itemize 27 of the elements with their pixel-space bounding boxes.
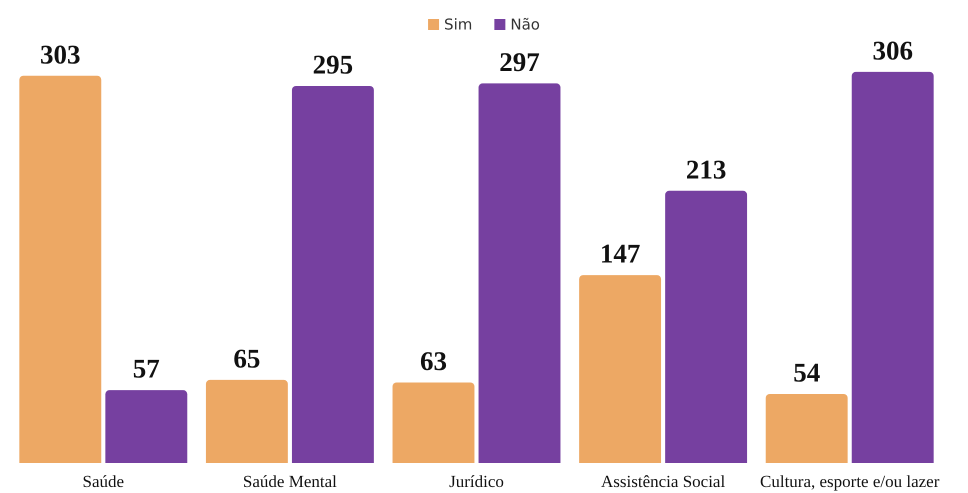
bar	[766, 394, 848, 463]
bar	[478, 83, 560, 463]
bar	[392, 382, 474, 463]
legend-label: Não	[510, 16, 540, 34]
data-label: 306	[872, 35, 913, 66]
bar	[852, 72, 934, 463]
data-label: 54	[793, 357, 820, 388]
bar	[665, 190, 748, 463]
data-label: 57	[132, 354, 160, 384]
bar	[206, 380, 288, 463]
legend-label: Sim	[444, 16, 472, 34]
x-tick-label: Cultura, esporte e/ou lazer	[760, 472, 940, 491]
data-label: 213	[686, 154, 726, 184]
bar	[292, 86, 374, 463]
data-label: 303	[40, 39, 81, 70]
data-label: 297	[499, 46, 540, 77]
bar	[105, 390, 188, 463]
data-label: 147	[600, 238, 640, 269]
data-label: 63	[420, 346, 447, 376]
x-tick-label: Assistência Social	[601, 472, 726, 491]
data-label: 65	[233, 343, 260, 374]
x-tick-label: Saúde	[82, 472, 124, 491]
data-label: 295	[312, 49, 354, 80]
x-tick-label: Jurídico	[449, 472, 504, 491]
bar	[579, 275, 662, 463]
bar	[19, 76, 102, 463]
x-tick-label: Saúde Mental	[242, 472, 338, 491]
